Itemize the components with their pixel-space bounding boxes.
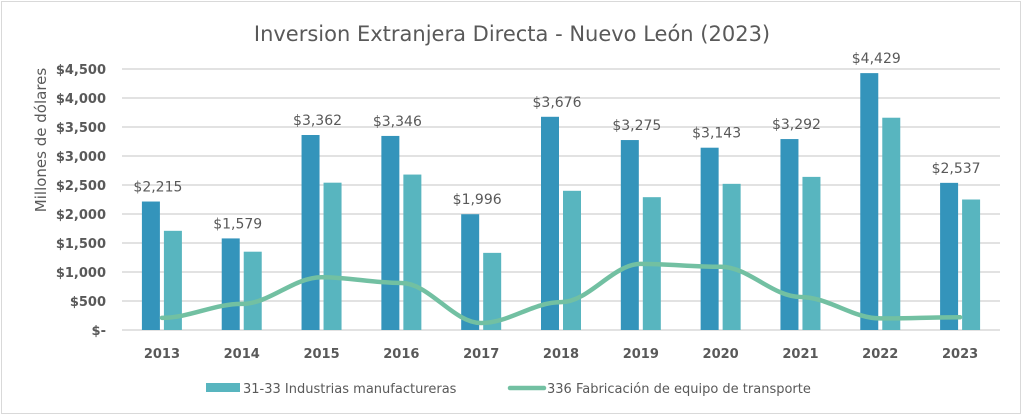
data-label: $3,346 — [373, 114, 422, 130]
x-tick-label: 2019 — [623, 347, 659, 362]
gridlines — [122, 68, 1000, 331]
data-label: $1,579 — [213, 216, 262, 232]
bar-manufactureras — [323, 182, 342, 330]
x-tick-label: 2020 — [703, 347, 739, 362]
y-tick-label: $4,000 — [56, 92, 106, 107]
data-labels: $2,215 $1,579 $3,362 $3,346 $1,996 $3,676 $3,2… — [133, 51, 980, 232]
y-tick-label: $4,500 — [56, 63, 106, 78]
bar-total — [141, 201, 160, 330]
data-label: $3,362 — [293, 113, 342, 129]
bars — [141, 73, 981, 331]
y-axis-label: Millones de dólares — [32, 68, 50, 213]
data-label: $3,275 — [612, 118, 661, 134]
bar-total — [700, 147, 719, 330]
y-tick-label: $- — [92, 324, 106, 339]
bar-manufactureras — [483, 252, 502, 330]
y-tick-label: $2,500 — [56, 179, 106, 194]
legend-label: 336 Fabricación de equipo de transporte — [547, 382, 811, 397]
x-tick-label: 2016 — [383, 347, 419, 362]
bar-total — [860, 73, 879, 331]
y-tick-label: $500 — [70, 295, 106, 310]
data-label: $4,429 — [852, 51, 901, 67]
bar-total — [940, 182, 959, 330]
data-label: $3,292 — [772, 117, 821, 133]
bar-manufactureras — [563, 190, 581, 330]
y-tick-labels: $- $500 $1,000 $1,500 $2,000 $2,500 $3,000 $3,5… — [56, 63, 106, 339]
bar-total — [541, 116, 559, 331]
x-tick-label: 2018 — [543, 347, 579, 362]
bar-total — [780, 139, 799, 330]
x-tick-label: 2013 — [144, 347, 180, 362]
y-tick-label: $1,000 — [56, 266, 106, 281]
bar-manufactureras — [882, 117, 901, 330]
bar-manufactureras — [243, 251, 262, 330]
legend-swatch-bar — [206, 383, 240, 392]
data-label: $3,143 — [692, 126, 741, 142]
data-label: $2,537 — [932, 161, 981, 177]
y-tick-label: $3,500 — [56, 121, 106, 136]
bar-total — [381, 135, 400, 330]
x-tick-label: 2021 — [782, 347, 818, 362]
x-tick-label: 2015 — [303, 347, 339, 362]
bar-manufactureras — [722, 183, 741, 330]
data-label: $2,215 — [133, 180, 182, 196]
legend-label: 31-33 Industrias manufactureras — [243, 382, 457, 397]
bar-manufactureras — [962, 199, 981, 330]
x-tick-label: 2022 — [862, 347, 898, 362]
chart-title: Inversion Extranjera Directa - Nuevo Leó… — [254, 22, 770, 46]
x-tick-label: 2023 — [942, 347, 978, 362]
data-label: $3,676 — [533, 95, 582, 111]
bar-manufactureras — [163, 230, 182, 330]
bar-total — [301, 135, 320, 330]
line-series — [159, 261, 963, 326]
x-tick-label: 2017 — [463, 347, 499, 362]
bar-manufactureras — [802, 176, 821, 330]
bar-total — [620, 140, 639, 330]
bar-total — [221, 238, 240, 330]
legend: 31-33 Industrias manufactureras 336 Fabri… — [206, 382, 811, 397]
x-tick-labels: 2013 2014 2015 2016 2017 2018 2019 2020 2021 2022… — [144, 347, 978, 362]
x-tick-label: 2014 — [224, 347, 260, 362]
line-transporte — [159, 261, 963, 326]
bar-total — [461, 214, 480, 330]
bar-manufactureras — [403, 174, 422, 330]
y-tick-label: $3,000 — [56, 150, 106, 165]
y-tick-label: $2,000 — [56, 208, 106, 223]
y-tick-label: $1,500 — [56, 237, 106, 252]
data-label: $1,996 — [453, 192, 502, 208]
